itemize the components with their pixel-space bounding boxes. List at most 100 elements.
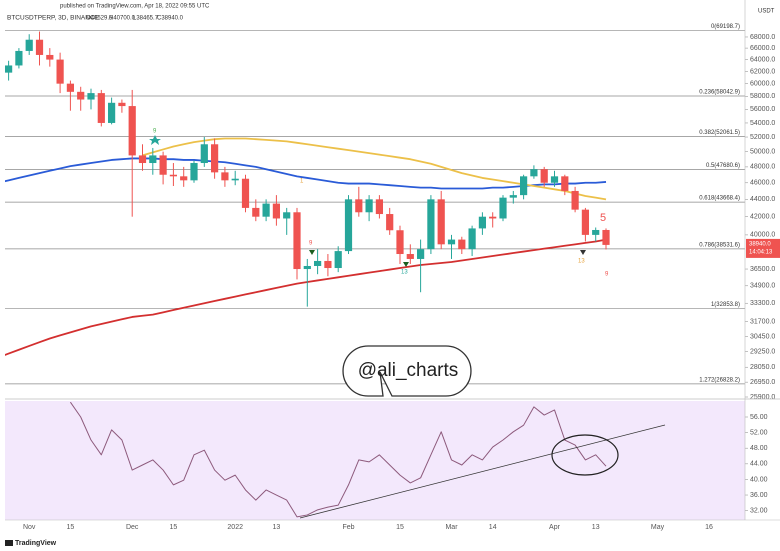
candle-body [509,195,517,198]
last-price-tag [746,238,780,258]
y-tick-label: 25900.0 [750,394,775,401]
moving-average [142,137,607,201]
candle-body [66,83,75,92]
y-tick-label: 50000.0 [750,149,775,156]
candle-body [87,93,95,100]
x-tick-label: 13 [273,524,281,531]
candle-body [324,260,332,269]
y-tick-label: 46000.0 [750,180,775,187]
y-tick-label: 60000.0 [750,81,775,88]
x-tick-label: 15 [67,524,75,531]
candle-body [138,155,147,164]
y-tick-label: 62000.0 [750,68,775,75]
y-tick-label: 34900.0 [750,283,775,290]
candle-body [262,203,270,217]
ohlc-header: O40529.6 H40700.0 L38465.7 C38940.0 [86,16,184,22]
candle-body [530,169,538,177]
y-tick-label: 66000.0 [750,45,775,52]
candle-body [447,239,456,245]
y-tick-label: 28050.0 [750,364,775,371]
td-count: 9 [153,129,157,135]
candle-body [375,199,384,215]
td-count: 1 [300,179,304,185]
price-pane-bg [5,10,745,397]
candle-body [365,199,373,213]
td-count: 9 [309,241,313,247]
td-count: 9 [605,272,609,278]
candle-body [252,207,260,217]
y-tick-label: 32.00 [750,507,768,514]
candle-body [180,176,188,181]
chart-title: BTCUSDTPERP, 3D, BINANCE [7,15,100,22]
y-tick-label: 30450.0 [750,333,775,340]
fib-label: 0.618(43668.4) [699,196,740,202]
y-tick-label: 56000.0 [750,106,775,113]
candle-body [190,163,198,181]
y-tick-label: 52000.0 [750,134,775,141]
candle-body [15,50,23,66]
x-tick-label: 2022 [227,524,243,531]
x-tick-label: Mar [445,524,458,531]
ohlc-high: H40700.0 [109,16,136,22]
y-tick-label: 68000.0 [750,34,775,41]
candle-body [200,144,208,164]
highlight-circle [551,434,619,476]
y-tick-label: 42000.0 [750,214,775,221]
candle-body [118,102,126,107]
x-tick-label: May [651,524,665,531]
rsi-line [69,401,607,518]
candle-body [489,216,497,219]
candle-body [540,169,548,183]
y-tick-label: 54000.0 [750,120,775,127]
y-tick-label: 29250.0 [750,348,775,355]
arrow-icon [309,250,315,255]
moving-average [5,238,607,356]
rsi-pane [69,401,607,518]
moving-average [5,157,607,190]
candle-body [571,190,579,210]
x-tick-label: Nov [23,524,36,531]
candle-body [159,155,167,175]
candle-body [344,199,353,252]
x-tick-label: 15 [396,524,404,531]
fib-label: 0.786(38531.6) [699,242,740,248]
ohlc-low: L38465.7 [133,16,159,22]
candle-body [437,199,445,245]
pane-backgrounds [5,10,745,520]
fib-label: 0.5(47680.6) [706,163,740,169]
watermark-text: @ali_charts [358,360,459,381]
y-tick-label: 48.00 [750,445,768,452]
ohlc-open: O40529.6 [86,16,113,22]
candle-body [128,106,136,156]
logo-icon [5,540,13,546]
td-count: 13 [401,270,408,276]
candle-body [314,260,322,266]
y-tick-label: 52.00 [750,429,768,436]
y-tick-label: 36500.0 [750,266,775,273]
candle-body [211,144,219,173]
y-tick-label: 44.00 [750,461,768,468]
y-tick-label: 40000.0 [750,232,775,239]
last-price-label: 38940.0 [749,241,771,247]
footer-text: TradingView [15,540,57,547]
candle-body [97,93,105,123]
candle-body [169,174,178,177]
fib-label: 0.236(58042.9) [699,90,740,96]
fib-label: 0(69198.7) [711,24,740,30]
x-tick-label: Feb [342,524,354,531]
candle-body [283,212,291,219]
x-tick-label: 14 [489,524,497,531]
candle-body [293,212,301,270]
published-note: published on TradingView.com, Apr 18, 20… [60,4,210,10]
candle-body [406,254,414,259]
y-tick-label: 56.00 [750,414,768,421]
candle-body [458,239,466,250]
candle-body [25,39,33,51]
candle-body [149,155,157,164]
candle-body [602,229,610,245]
y-tick-label: 33300.0 [750,300,775,307]
candle-body [241,178,250,208]
candle-body [77,91,85,100]
y-tick-label: 26950.0 [750,379,775,386]
candle-body [550,176,559,183]
